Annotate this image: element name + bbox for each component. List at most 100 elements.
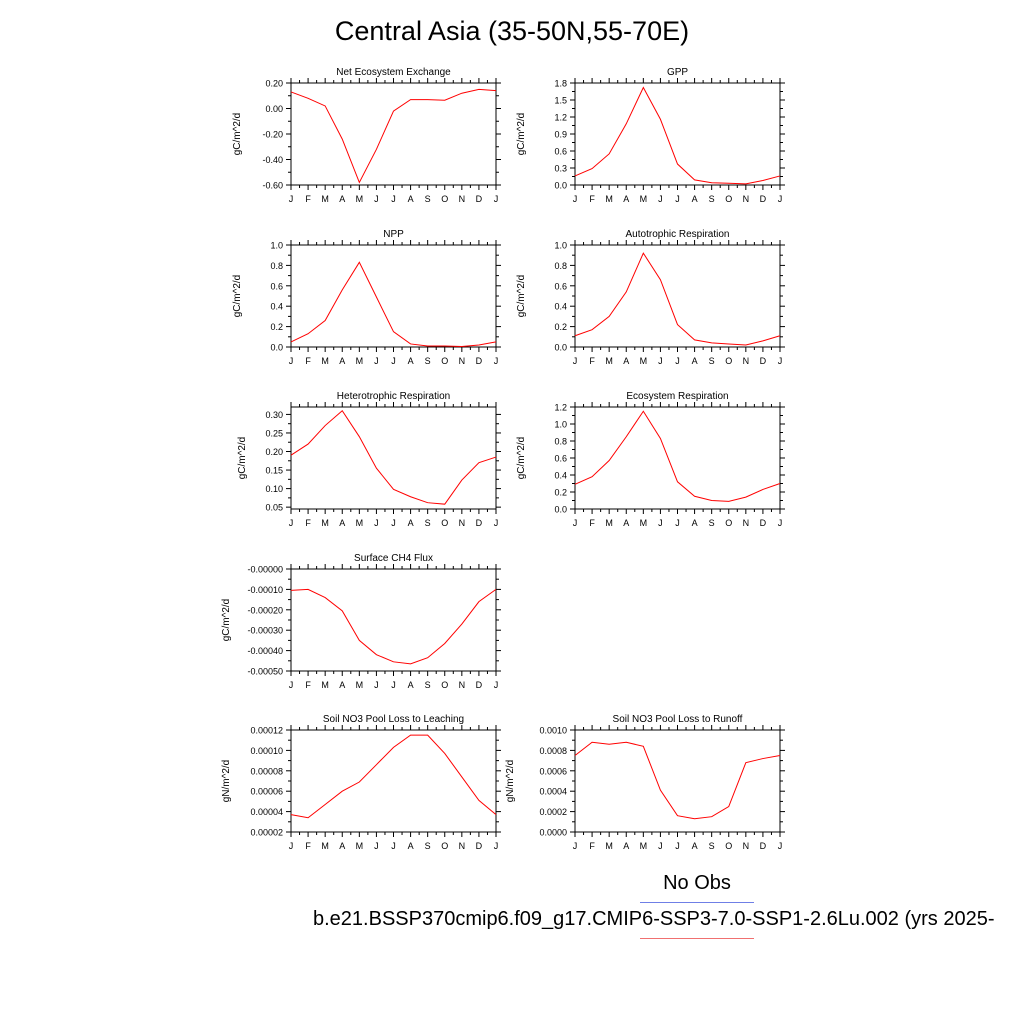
y-tick-label: 0.4: [554, 471, 567, 481]
x-tick-label: J: [289, 518, 294, 528]
x-tick-label: M: [640, 841, 648, 851]
y-tick-label: 0.0: [554, 343, 567, 353]
x-tick-label: F: [589, 194, 595, 204]
x-tick-label: S: [425, 518, 431, 528]
x-tick-label: J: [573, 194, 578, 204]
plot-frame: [290, 406, 497, 510]
plot-frame: [290, 82, 497, 186]
x-tick-label: J: [391, 518, 396, 528]
x-tick-label: M: [640, 356, 648, 366]
x-tick-label: J: [391, 680, 396, 690]
chart-title: GPP: [667, 67, 688, 78]
y-axis-label: gC/m^2/d: [237, 437, 248, 480]
chart-title: Soil NO3 Pool Loss to Leaching: [323, 714, 464, 725]
x-tick-label: M: [321, 356, 329, 366]
y-tick-label: 0.0000: [539, 828, 567, 838]
y-tick-label: 1.0: [270, 241, 283, 251]
x-tick-label: N: [459, 680, 466, 690]
x-tick-label: O: [725, 356, 732, 366]
chart-title: Net Ecosystem Exchange: [336, 67, 451, 78]
x-tick-label: F: [305, 841, 311, 851]
x-tick-label: J: [573, 356, 578, 366]
x-tick-label: S: [425, 356, 431, 366]
x-tick-label: M: [605, 518, 613, 528]
y-tick-label: 0.2: [554, 322, 567, 332]
y-tick-label: 0.30: [265, 410, 283, 420]
y-tick-label: 0.0008: [539, 746, 567, 756]
y-axis-label: gN/m^2/d: [505, 760, 516, 803]
x-tick-label: N: [459, 518, 466, 528]
y-tick-label: -0.00020: [247, 605, 283, 615]
x-tick-label: J: [675, 841, 680, 851]
x-tick-label: A: [692, 356, 698, 366]
x-tick-label: D: [476, 680, 483, 690]
x-tick-label: J: [675, 194, 680, 204]
y-tick-label: 1.0: [554, 420, 567, 430]
x-tick-label: J: [289, 680, 294, 690]
y-tick-label: 0.25: [265, 428, 283, 438]
y-tick-label: 0.20: [265, 447, 283, 457]
x-tick-label: F: [589, 518, 595, 528]
x-tick-label: O: [725, 841, 732, 851]
y-tick-label: 0.8: [554, 261, 567, 271]
y-tick-label: 0.4: [270, 302, 283, 312]
x-tick-label: F: [305, 194, 311, 204]
y-tick-label: 0.0004: [539, 787, 567, 797]
x-tick-label: O: [441, 194, 448, 204]
y-tick-label: 0.0002: [539, 807, 567, 817]
y-tick-label: 0.0: [554, 505, 567, 515]
plot-frame: [574, 406, 781, 510]
x-tick-label: J: [494, 194, 499, 204]
y-tick-label: 0.00010: [250, 746, 283, 756]
series-line: [290, 734, 497, 819]
x-tick-label: J: [778, 356, 783, 366]
chart-title: NPP: [383, 229, 404, 240]
x-tick-label: N: [459, 194, 466, 204]
x-tick-label: O: [725, 518, 732, 528]
plot-frame: [574, 244, 781, 348]
series-line: [574, 410, 781, 502]
x-tick-label: S: [425, 194, 431, 204]
y-tick-label: 0.0: [554, 181, 567, 191]
x-tick-label: M: [640, 194, 648, 204]
y-tick-label: 0.00: [265, 104, 283, 114]
x-tick-label: S: [709, 356, 715, 366]
y-tick-label: 0.20: [265, 79, 283, 89]
y-tick-label: 0.3: [554, 164, 567, 174]
x-tick-label: A: [339, 680, 345, 690]
x-tick-label: A: [623, 518, 629, 528]
x-tick-label: D: [760, 518, 767, 528]
y-tick-label: 0.0010: [539, 726, 567, 736]
series-line: [574, 741, 781, 820]
x-tick-label: J: [778, 841, 783, 851]
legend-case-label: b.e21.BSSP370cmip6.f09_g17.CMIP6-SSP3-7.…: [313, 908, 995, 930]
y-tick-label: 1.2: [554, 113, 567, 123]
y-tick-label: 0.9: [554, 130, 567, 140]
y-tick-label: 0.4: [554, 302, 567, 312]
x-tick-label: N: [743, 518, 750, 528]
y-tick-label: 0.2: [270, 322, 283, 332]
y-tick-label: 0.0: [270, 343, 283, 353]
x-tick-label: S: [425, 841, 431, 851]
series-line: [574, 86, 781, 185]
x-tick-label: S: [709, 841, 715, 851]
x-tick-label: M: [356, 518, 364, 528]
x-tick-label: D: [760, 841, 767, 851]
y-axis-label: gN/m^2/d: [221, 760, 232, 803]
x-tick-label: A: [408, 518, 414, 528]
x-tick-label: N: [743, 356, 750, 366]
x-tick-label: M: [605, 841, 613, 851]
x-tick-label: F: [305, 518, 311, 528]
x-tick-label: J: [374, 356, 379, 366]
x-tick-label: O: [441, 680, 448, 690]
x-tick-label: M: [321, 680, 329, 690]
x-tick-label: J: [658, 841, 663, 851]
x-tick-label: S: [709, 518, 715, 528]
x-tick-label: J: [778, 518, 783, 528]
